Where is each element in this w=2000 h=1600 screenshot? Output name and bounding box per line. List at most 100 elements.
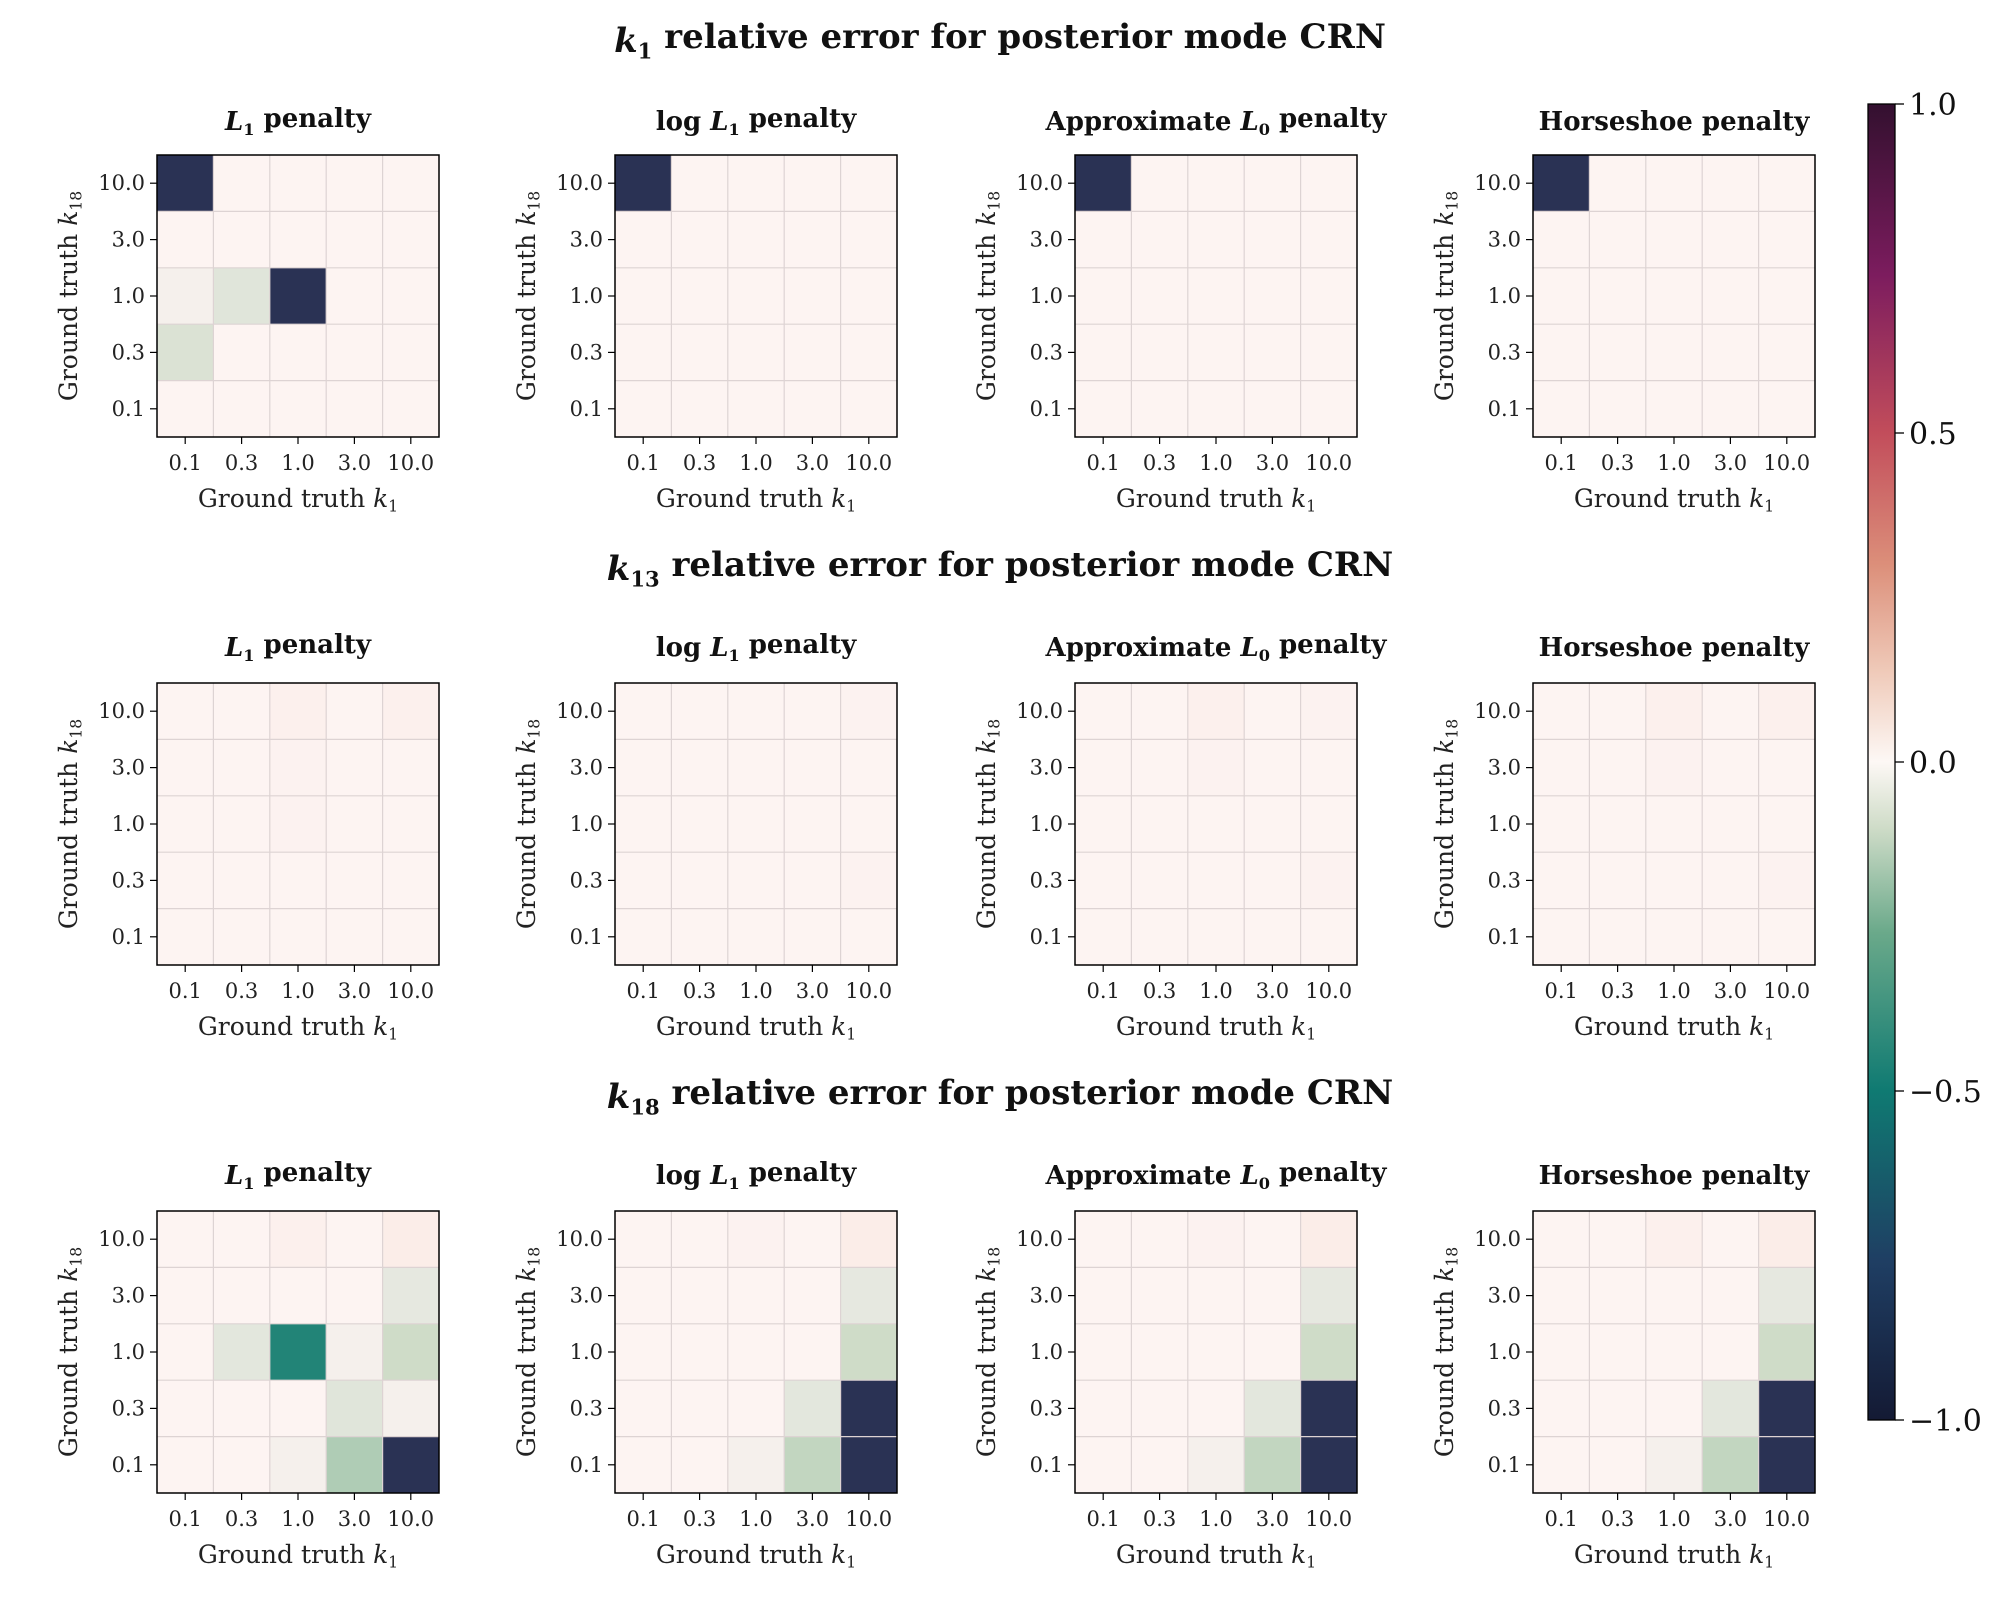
heatmap-cell xyxy=(727,1267,785,1324)
heatmap-cell xyxy=(1131,1267,1188,1324)
heatmap-cell xyxy=(671,1436,728,1493)
heatmap-cell xyxy=(840,380,897,437)
y-tick-label: 0.3 xyxy=(1488,868,1521,892)
heatmap-k1-0: L1 penalty 10.0 3.0 1.0 0.3 0.1 0.1 0.3 1.0 3.0 10… xyxy=(54,104,440,516)
heatmap-k18-2: Approximate L0 penalty 10.0 3.0 1.0 0.3 0.1 0.… xyxy=(972,1158,1387,1572)
x-tick-label: 1.0 xyxy=(739,451,772,475)
heatmap-cell xyxy=(784,1323,841,1381)
heatmap-cell xyxy=(615,380,672,437)
heatmap-cell xyxy=(157,1211,214,1268)
heatmap-cell xyxy=(1589,155,1646,212)
colorbar-tick-label: 0.0 xyxy=(1909,746,1957,781)
heatmap-cell xyxy=(1645,739,1703,796)
heatmap-cell xyxy=(727,908,785,965)
heatmap-cell xyxy=(1645,852,1703,909)
heatmap-cell xyxy=(1131,1211,1188,1268)
heatmap-cell xyxy=(269,155,327,212)
x-tick-label: 10.0 xyxy=(1305,451,1352,475)
y-tick-label: 10.0 xyxy=(556,1227,603,1251)
y-tick-label: 0.3 xyxy=(570,1396,603,1420)
heatmap-k18-3: Horseshoe penalty 10.0 3.0 1.0 0.3 0.1 0.1 0.3 1… xyxy=(1430,1161,1816,1572)
heatmap-cell xyxy=(1244,324,1301,381)
heatmap-cell xyxy=(326,1436,383,1493)
heatmap-cell xyxy=(671,267,728,325)
heatmap-cell xyxy=(1075,1380,1132,1437)
heatmap-cell xyxy=(615,1211,672,1268)
heatmap-cell xyxy=(1131,155,1188,212)
x-tick-label: 10.0 xyxy=(845,1507,892,1531)
heatmap-cell xyxy=(157,211,214,268)
heatmap-cell xyxy=(1300,1436,1357,1493)
heatmap-cell xyxy=(1533,1211,1590,1268)
y-axis-label: Ground truth k18 xyxy=(1430,719,1462,929)
y-tick-label: 10.0 xyxy=(1016,699,1063,723)
heatmap-cell xyxy=(1645,211,1703,268)
y-tick-label: 0.1 xyxy=(112,1453,145,1477)
heatmap-cell xyxy=(382,852,439,909)
y-tick-label: 1.0 xyxy=(570,812,603,836)
heatmap-cell xyxy=(1589,908,1646,965)
y-tick-label: 0.1 xyxy=(1488,397,1521,421)
heatmap-cell xyxy=(326,155,383,212)
heatmap-cell xyxy=(1300,795,1357,853)
heatmap-k1-2: Approximate L0 penalty 10.0 3.0 1.0 0.3 0.1 0.… xyxy=(972,104,1387,516)
heatmap-cell xyxy=(1702,211,1759,268)
heatmap-k1-3: Horseshoe penalty 10.0 3.0 1.0 0.3 0.1 0.1 0.3 1… xyxy=(1430,107,1816,516)
heatmap-cell xyxy=(1589,1380,1646,1437)
y-tick-label: 0.3 xyxy=(112,868,145,892)
x-tick-label: 10.0 xyxy=(845,451,892,475)
heatmap-cell xyxy=(1075,908,1132,965)
heatmap-cell xyxy=(671,852,728,909)
heatmap-cell xyxy=(1300,908,1357,965)
heatmap-cell xyxy=(1589,1436,1646,1493)
heatmap-cell xyxy=(1244,155,1301,212)
x-tick-label: 3.0 xyxy=(796,1507,829,1531)
heatmap-cell xyxy=(157,1267,214,1324)
heatmap-cell xyxy=(1187,739,1245,796)
x-tick-label: 0.3 xyxy=(1143,451,1176,475)
heatmap-cell xyxy=(1758,739,1815,796)
heatmap-cell xyxy=(1702,380,1759,437)
heatmap-cell xyxy=(269,211,327,268)
heatmap-cell xyxy=(157,155,214,212)
x-tick-label: 3.0 xyxy=(1714,451,1747,475)
heatmap-cell xyxy=(157,267,214,325)
heatmap-cell xyxy=(1589,211,1646,268)
heatmap-cell xyxy=(1187,1323,1245,1381)
x-tick-label: 0.1 xyxy=(168,451,201,475)
heatmap-cell xyxy=(1131,380,1188,437)
y-axis-label: Ground truth k18 xyxy=(54,719,86,929)
heatmap-cell xyxy=(840,324,897,381)
y-tick-label: 1.0 xyxy=(1488,284,1521,308)
heatmap-cell xyxy=(157,908,214,965)
heatmap-cell xyxy=(1300,1323,1357,1381)
y-tick-label: 1.0 xyxy=(1488,1340,1521,1364)
x-tick-label: 1.0 xyxy=(281,979,314,1003)
heatmap-cell xyxy=(213,739,270,796)
heatmap-k13-0: L1 penalty 10.0 3.0 1.0 0.3 0.1 0.1 0.3 1.0 3.0 10… xyxy=(54,630,440,1044)
heatmap-cell xyxy=(1300,211,1357,268)
x-tick-label: 0.1 xyxy=(1086,1507,1119,1531)
panels-layer: k1 relative error for posterior mode CRN… xyxy=(54,17,1816,1572)
heatmap-cell xyxy=(213,683,270,740)
heatmap-cell xyxy=(615,1380,672,1437)
heatmap-cell xyxy=(1533,852,1590,909)
heatmap-cell xyxy=(784,1436,841,1493)
heatmap-cell xyxy=(1300,852,1357,909)
heatmap-cell xyxy=(840,852,897,909)
heatmap-cell xyxy=(382,380,439,437)
heatmap-cell xyxy=(1244,267,1301,325)
x-axis-label: Ground truth k1 xyxy=(1574,484,1774,516)
y-axis-label: Ground truth k18 xyxy=(1430,191,1462,401)
heatmap-cell xyxy=(326,1323,383,1381)
heatmap-cell xyxy=(1187,380,1245,437)
heatmap-cell xyxy=(1533,324,1590,381)
heatmap-cell xyxy=(1131,683,1188,740)
heatmap-cell xyxy=(1702,155,1759,212)
heatmap-cell xyxy=(1244,908,1301,965)
heatmap-cell xyxy=(727,267,785,325)
x-axis-label: Ground truth k1 xyxy=(1116,1540,1316,1572)
heatmap-cell xyxy=(1075,683,1132,740)
heatmap-cell xyxy=(1533,1323,1590,1381)
x-tick-label: 1.0 xyxy=(1657,979,1690,1003)
